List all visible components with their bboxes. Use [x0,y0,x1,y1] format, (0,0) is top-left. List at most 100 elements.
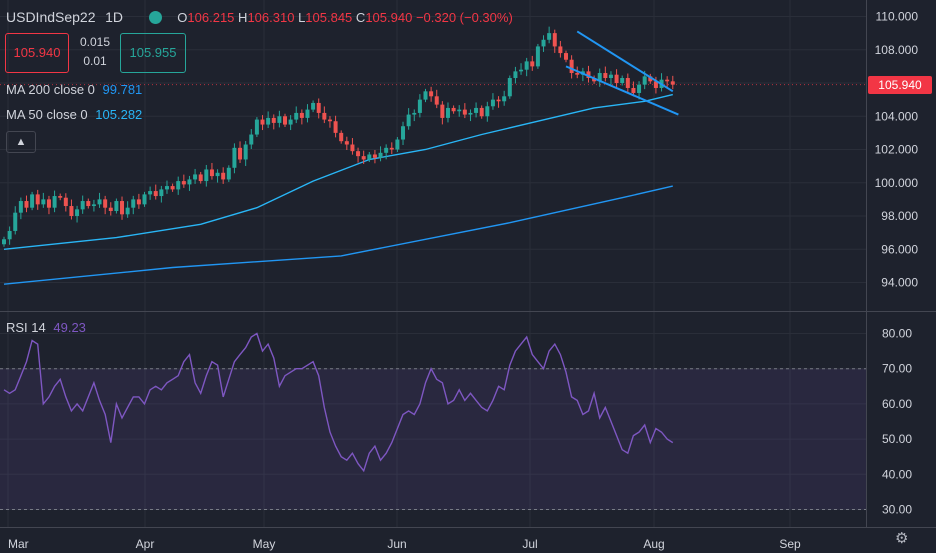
candle-body [625,78,630,88]
candle-body [299,112,304,118]
candle-body [417,99,422,113]
candle-body [665,79,670,82]
candle-body [283,116,287,125]
rsi-tick-label: 30.00 [882,503,912,517]
ma50-line [3,93,673,250]
ma200-value: 99.781 [102,82,143,97]
candle-body [170,186,175,190]
candle-body [86,201,91,207]
price-tick-label: 108.000 [875,43,919,57]
price-tick-label: 98.000 [881,209,918,223]
candle-body [333,121,338,133]
candle-body [384,147,389,153]
candle-body [209,169,214,177]
candle-body [648,76,653,82]
candle-body [322,112,327,120]
candle-body [243,144,248,160]
price-tick-label: 104.000 [875,109,919,123]
candle-body [153,191,158,197]
candle-body [103,199,108,208]
candle-body [46,199,51,208]
candle-body [249,134,254,145]
rsi-tick-label: 80.00 [882,327,912,341]
candle-body [238,147,243,160]
candle-body [260,119,265,125]
candle-body [52,196,57,208]
ma50-value: 105.282 [95,107,143,122]
candle-body [445,107,450,118]
candle-body [18,201,23,213]
candle-body [350,144,355,152]
candle-body [254,119,259,135]
candle-body [412,112,417,115]
candle-body [519,69,524,72]
candle-body [75,209,80,216]
ma200-legend[interactable]: MA 200 close 0 99.781 [6,82,142,97]
buy-button[interactable]: 105.955 [120,33,186,73]
sell-button[interactable]: 105.940 [5,33,69,73]
candle-body [575,73,580,75]
rsi-line [3,332,674,473]
candle-body [181,181,186,185]
trendline-upper[interactable] [576,30,674,93]
price-tick-label: 110.000 [876,10,919,24]
time-tick-label: May [253,537,276,551]
candle-body [620,78,625,83]
candle-body [91,204,96,207]
symbol-name[interactable]: USDIndSep22 [6,9,96,25]
market-status-icon [148,11,162,25]
candle-body [148,191,153,195]
candle-body [226,167,231,180]
candle-body [507,78,512,97]
candle-body [586,71,591,79]
candle-body [204,169,209,182]
candle-body [159,189,164,197]
candle-body [569,59,574,74]
candle-body [406,114,411,127]
candle-body [24,201,29,208]
interval-label[interactable]: 1D [105,9,124,25]
candle-body [30,194,35,208]
rsi-band [0,368,866,510]
trendline-lower[interactable] [565,65,679,116]
candle-body [271,117,276,123]
price-tick-label: 102.000 [875,143,919,157]
candle-body [462,109,467,115]
candle-body [457,109,462,112]
candle-body [221,172,226,180]
candle-body [187,179,192,185]
candle-body [311,102,316,110]
candle-body [423,91,428,100]
candle-body [13,212,18,231]
candle-body [513,71,518,79]
rsi-tick-label: 40.00 [882,467,912,481]
spread-top: 0.015 [79,35,111,49]
candle-body [80,201,85,210]
candle-body [288,119,293,125]
price-tag-value: 105.940 [878,78,922,92]
candle-body [440,104,445,118]
candle-body [120,201,125,215]
candle-body [558,46,563,54]
candle-body [327,119,332,122]
candle-body [642,76,647,85]
candle-body [41,199,46,205]
collapse-legend-button[interactable]: ▲ [6,131,36,153]
ma50-legend[interactable]: MA 50 close 0 105.282 [6,107,142,122]
candle-body [614,74,619,83]
rsi-legend[interactable]: RSI 14 49.23 [6,320,86,335]
price-tick-label: 100.000 [875,176,919,190]
candle-body [63,197,68,207]
candle-body [69,206,74,216]
candle-body [339,132,344,142]
price-tick-label: 96.000 [881,242,918,256]
symbol-legend: USDIndSep22 1D O106.215 H106.310 L105.84… [6,9,513,25]
candle-body [541,39,546,47]
candle-body [316,102,321,113]
candle-body [547,33,552,40]
candle-body [564,53,568,60]
candle-body [524,61,529,70]
sell-price: 105.940 [13,45,61,60]
settings-gear-icon[interactable]: ⚙ [895,530,909,547]
